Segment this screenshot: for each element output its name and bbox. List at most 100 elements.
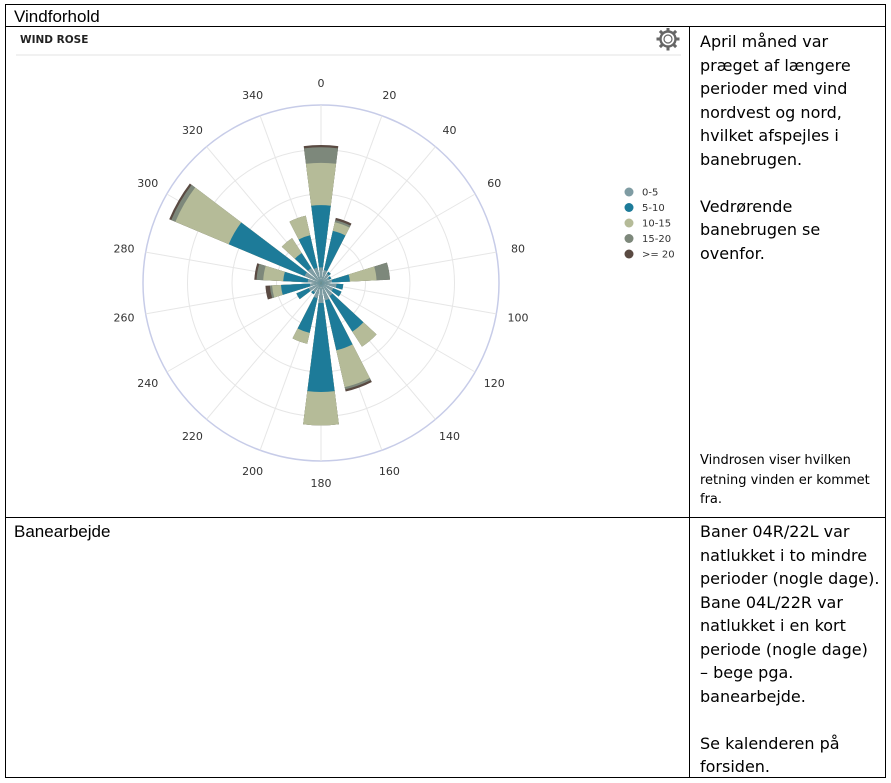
wind-bar-100-bin-0[interactable] — [321, 283, 337, 288]
table-border-left — [5, 4, 6, 778]
wind-bar-180-bin-1[interactable] — [307, 283, 335, 393]
work-line — [700, 708, 884, 732]
work-line: Se kalenderen på — [700, 733, 840, 753]
wind-rose-chart: WIND ROSE 0 20 40 60 80 100 120 140 160 180 200 220… — [16, 28, 681, 490]
wind-bar-20-bin-1[interactable] — [321, 230, 346, 283]
angle-label: 240 — [137, 377, 158, 390]
wind-bar-200-bin-0[interactable] — [313, 283, 321, 299]
wind-line: banebrugen se — [700, 220, 821, 239]
wind-rose-note: Vindrosen viser hvilken retning vinden e… — [700, 451, 884, 510]
wind-bar-80-bin-0[interactable] — [321, 279, 333, 283]
angle-label: 260 — [114, 312, 135, 325]
wind-bar-0-bin-1[interactable] — [311, 205, 331, 283]
gear-icon[interactable] — [656, 28, 680, 51]
legend-label: >= 20 — [642, 250, 675, 261]
angle-label: 340 — [242, 89, 263, 102]
grid-spoke — [320, 282, 497, 315]
legend-swatch — [624, 203, 634, 212]
angle-labels: 0 20 40 60 80 100 120 140 160 180 200 220 240 260 280 3… — [114, 77, 529, 490]
grid-spoke — [320, 146, 436, 284]
row1-header-rule — [5, 26, 886, 27]
wind-bar-160-bin-0[interactable] — [321, 283, 330, 301]
wind-line: Vedrørende — [700, 196, 793, 216]
wind-bar-220-bin-0[interactable] — [312, 283, 321, 293]
table-border-top — [5, 4, 886, 5]
table-border-right — [885, 4, 886, 778]
wind-line: nordvest og nord, — [700, 102, 842, 122]
work-line: – bege pga. — [700, 663, 794, 682]
work-line: periode (nogle dage) — [700, 639, 868, 659]
legend-label: 15-20 — [642, 234, 671, 245]
angle-label: 180 — [311, 477, 332, 490]
angle-label: 20 — [382, 89, 396, 102]
row2-rule — [5, 517, 886, 518]
wind-bar-180-bin-0[interactable] — [318, 283, 324, 304]
wind-rose-widget: WIND ROSE 0 20 40 60 80 100 120 140 160 180 200 220… — [6, 28, 686, 516]
wind-line: April måned var — [700, 32, 829, 51]
note-line: retning vinden er kommet — [700, 472, 870, 488]
wind-bar-160-bin-1[interactable] — [321, 283, 353, 351]
angle-label: 300 — [137, 177, 158, 190]
angle-label: 80 — [511, 242, 525, 255]
grid-spoke — [320, 193, 476, 284]
section-title-banearbejde: Banearbejde — [14, 522, 111, 541]
angle-label: 160 — [379, 465, 400, 478]
widget-title: WIND ROSE — [20, 34, 88, 46]
note-line: fra. — [700, 492, 723, 507]
work-line: banearbejde. — [700, 686, 806, 706]
wind-bar-240-bin-0[interactable] — [308, 283, 321, 292]
wind-line: ovenfor. — [700, 243, 765, 263]
legend-swatch — [624, 218, 634, 228]
angle-label: 200 — [242, 465, 263, 478]
wind-line: perioder med vind — [700, 79, 848, 98]
wind-bar-60-bin-0[interactable] — [321, 277, 330, 283]
angle-label: 220 — [182, 430, 203, 443]
legend-swatch — [624, 234, 634, 243]
work-line: forsiden. — [700, 757, 771, 776]
angle-label: 60 — [487, 177, 501, 190]
grid-spoke — [320, 282, 476, 373]
grid-spoke — [166, 282, 322, 373]
work-line: natlukket i en kort — [700, 616, 846, 635]
wind-bar-260-bin-0[interactable] — [309, 283, 321, 287]
wind-bar-280-bin-0[interactable] — [307, 279, 321, 283]
wind-line — [700, 171, 880, 195]
wind-bar-320-bin-0[interactable] — [307, 268, 321, 283]
wind-line: præget af længere — [700, 55, 851, 75]
angle-label: 280 — [114, 242, 135, 255]
wind-bar-40-bin-0[interactable] — [321, 273, 330, 283]
grid-spoke — [206, 282, 322, 420]
legend-swatch — [624, 187, 634, 197]
work-line: perioder (nogle dage). — [700, 569, 880, 588]
wind-bar-0-bin-0[interactable] — [319, 267, 323, 283]
wind-line: banebrugen. — [700, 149, 803, 169]
wind-rose-bars — [169, 145, 390, 426]
work-line: Baner 04R/22L var — [700, 522, 850, 541]
work-description: Baner 04R/22L var natlukket i to mindre … — [700, 520, 884, 779]
wind-line: hvilket afspejles i — [700, 126, 839, 145]
work-line: natlukket i to mindre — [700, 545, 868, 565]
section-title-vindforhold: Vindforhold — [14, 7, 100, 26]
legend-label: 5-10 — [642, 203, 665, 214]
wind-bar-140-bin-1[interactable] — [321, 283, 364, 332]
wind-description: April måned var præget af længere period… — [700, 30, 880, 265]
legend-label: 0-5 — [642, 188, 658, 199]
chart-legend: 0-5 5-10 10-15 15-20 >= 20 — [624, 187, 675, 261]
table-border-bottom — [5, 777, 886, 778]
angle-label: 40 — [443, 124, 457, 137]
column-divider — [689, 26, 690, 778]
angle-label: 100 — [507, 312, 528, 325]
wind-bar-140-bin-0[interactable] — [321, 283, 333, 297]
angle-label: 320 — [182, 124, 203, 137]
wind-bar-120-bin-0[interactable] — [321, 283, 334, 292]
wind-bar-300-bin-1[interactable] — [228, 222, 321, 283]
legend-label: 10-15 — [642, 219, 671, 230]
wind-bar-20-bin-0[interactable] — [321, 269, 328, 283]
note-line: Vindrosen viser hvilken — [700, 453, 851, 468]
wind-bar-300-bin-0[interactable] — [304, 272, 321, 283]
work-line: Bane 04L/22R var — [700, 592, 843, 612]
wind-bar-340-bin-0[interactable] — [313, 267, 321, 283]
angle-label: 0 — [318, 77, 325, 90]
angle-label: 120 — [484, 377, 505, 390]
legend-swatch — [624, 249, 634, 259]
